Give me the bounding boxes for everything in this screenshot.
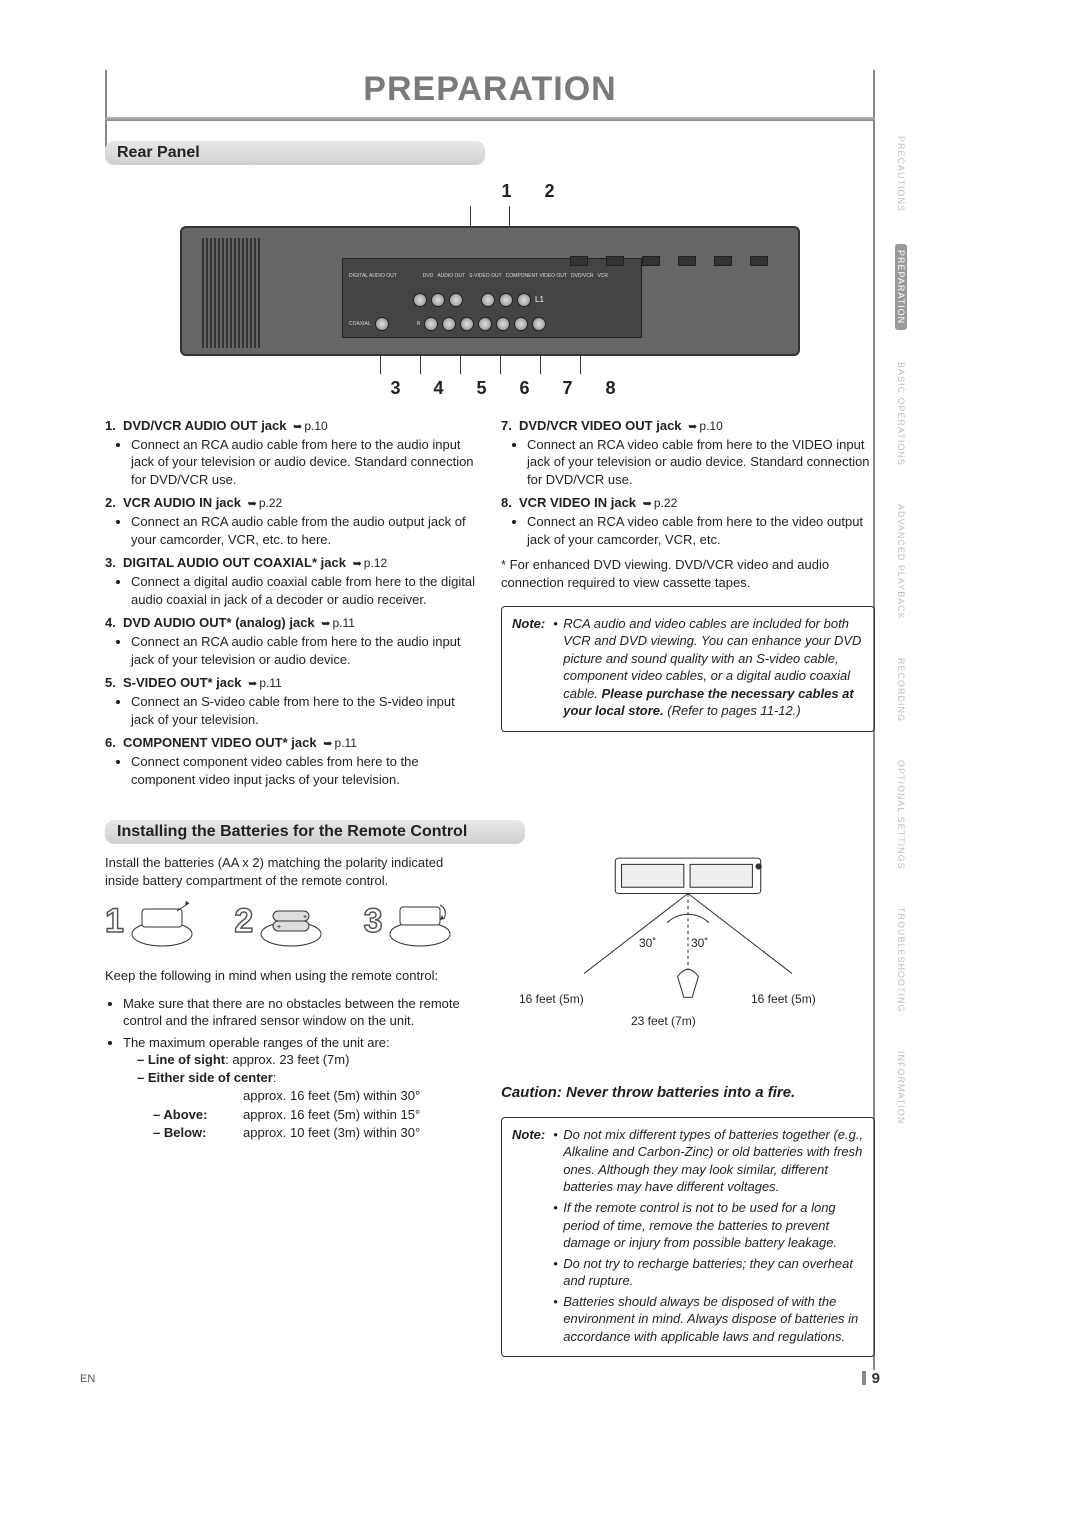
footer-page: 9 — [862, 1370, 880, 1387]
svg-text:+: + — [303, 914, 307, 921]
step-1: 1 — [105, 899, 220, 949]
callout-lines-top — [455, 206, 525, 226]
step-3: 3 — [364, 899, 479, 949]
page-title: PREPARATION — [105, 70, 875, 109]
side-tab-optional-settings[interactable]: OPTIONAL SETTINGS — [895, 754, 907, 876]
side-tab-information[interactable]: INFORMATION — [895, 1045, 907, 1130]
rear-panel-diagram: 1 2 DIGITAL AUDIO OUT DVD AUDIO OUT S-VI… — [180, 181, 800, 399]
jack-item: 3.DIGITAL AUDIO OUT COAXIAL* jack p.12Co… — [105, 554, 479, 608]
note-box-batteries: Note: Do not mix different types of batt… — [501, 1117, 875, 1358]
jack-item: 2.VCR AUDIO IN jack p.22Connect an RCA a… — [105, 494, 479, 548]
footnote-star: * For enhanced DVD viewing. DVD/VCR vide… — [501, 556, 875, 591]
jacks-col-left: 1.DVD/VCR AUDIO OUT jack p.10Connect an … — [105, 417, 479, 794]
title-rule — [105, 117, 875, 121]
side-tab-precautions[interactable]: PRECAUTIONS — [895, 130, 907, 218]
section-header-batteries: Installing the Batteries for the Remote … — [105, 820, 525, 844]
side-tab-advanced-playback[interactable]: ADVANCED PLAYBACK — [895, 498, 907, 626]
battery-steps: 1 2 ++ 3 — [105, 899, 479, 949]
side-tab-recording[interactable]: RECORDING — [895, 652, 907, 728]
battery-intro: Install the batteries (AA x 2) matching … — [105, 854, 479, 889]
page-footer: EN 9 — [80, 1370, 880, 1387]
callouts-bottom: 3 4 5 6 7 8 — [180, 378, 800, 399]
page-content: PREPARATION Rear Panel 1 2 DIGITAL AUDIO… — [105, 70, 875, 1357]
ranges-block: Make sure that there are no obstacles be… — [105, 995, 479, 1141]
note-label: Note: — [512, 615, 545, 723]
range-table: approx. 16 feet (5m) within 30° Above:ap… — [153, 1087, 479, 1142]
remote-range-diagram — [501, 854, 875, 1010]
callouts-top: 1 2 — [180, 181, 800, 202]
note-item: If the remote control is not to be used … — [553, 1199, 864, 1252]
jack-item: 8.VCR VIDEO IN jack p.22Connect an RCA v… — [501, 494, 875, 548]
note-body-2: Do not mix different types of batteries … — [553, 1126, 864, 1349]
battery-col-left: Install the batteries (AA x 2) matching … — [105, 854, 479, 1357]
note-item: Do not try to recharge batteries; they c… — [553, 1255, 864, 1290]
side-tab-troubleshooting[interactable]: TROUBLESHOOTING — [895, 901, 907, 1019]
jack-item: 1.DVD/VCR AUDIO OUT jack p.10Connect an … — [105, 417, 479, 488]
callout-lines-bottom — [380, 356, 600, 374]
jacks-columns: 1.DVD/VCR AUDIO OUT jack p.10Connect an … — [105, 417, 875, 794]
battery-section: Installing the Batteries for the Remote … — [105, 812, 875, 1357]
side-tab-basic-operations[interactable]: BASIC OPERATIONS — [895, 356, 907, 472]
jack-item: 4.DVD AUDIO OUT* (analog) jack p.11Conne… — [105, 614, 479, 668]
note-box-cables: Note: RCA audio and video cables are inc… — [501, 606, 875, 732]
jacks-col-right: 7.DVD/VCR VIDEO OUT jack p.10Connect an … — [501, 417, 875, 794]
km-item-1: Make sure that there are no obstacles be… — [123, 995, 479, 1030]
device-illustration: DIGITAL AUDIO OUT DVD AUDIO OUT S-VIDEO … — [180, 226, 800, 356]
svg-text:+: + — [277, 924, 281, 931]
step-2: 2 ++ — [234, 899, 349, 949]
note-body: RCA audio and video cables are included … — [553, 615, 864, 723]
note-label-2: Note: — [512, 1126, 545, 1349]
note-item: Do not mix different types of batteries … — [553, 1126, 864, 1196]
jack-item: 6.COMPONENT VIDEO OUT* jack p.11Connect … — [105, 734, 479, 788]
side-tab-preparation[interactable]: PREPARATION — [895, 244, 907, 330]
jack-item: 7.DVD/VCR VIDEO OUT jack p.10Connect an … — [501, 417, 875, 488]
side-tabs: PRECAUTIONS PREPARATION BASIC OPERATIONS AD… — [895, 130, 913, 1156]
km-item-2: The maximum operable ranges of the unit … — [123, 1034, 479, 1141]
footer-lang: EN — [80, 1373, 95, 1385]
jack-item: 5.S-VIDEO OUT* jack p.11Connect an S-vid… — [105, 674, 479, 728]
note-item: Batteries should always be disposed of w… — [553, 1293, 864, 1346]
keep-in-mind-intro: Keep the following in mind when using th… — [105, 967, 479, 985]
section-header-rear-panel: Rear Panel — [105, 141, 485, 165]
battery-col-right: 30˚ 30˚ 16 feet (5m) 16 feet (5m) 23 fee… — [501, 854, 875, 1357]
caution-text: Caution: Never throw batteries into a fi… — [501, 1083, 875, 1103]
